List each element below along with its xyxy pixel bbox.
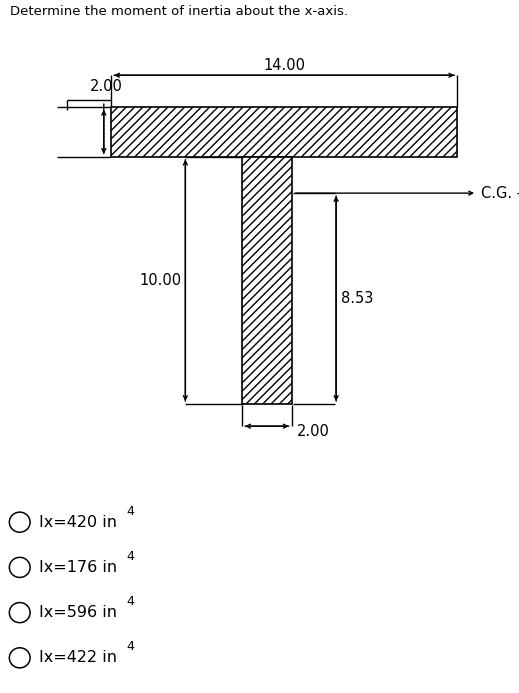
- Text: Ix=596 in: Ix=596 in: [39, 605, 117, 620]
- Circle shape: [9, 602, 30, 623]
- Text: 4: 4: [126, 550, 134, 563]
- Text: C.G. -x: C.G. -x: [481, 186, 519, 201]
- Circle shape: [9, 648, 30, 668]
- Text: 2.00: 2.00: [90, 79, 123, 94]
- Bar: [111, 107, 457, 157]
- Text: 14.00: 14.00: [263, 58, 305, 73]
- Text: 4: 4: [126, 595, 134, 608]
- Circle shape: [9, 512, 30, 532]
- Bar: [242, 157, 292, 404]
- Text: 10.00: 10.00: [140, 273, 182, 288]
- Text: 4: 4: [126, 505, 134, 518]
- Text: Ix=420 in: Ix=420 in: [39, 515, 117, 529]
- Text: 8.53: 8.53: [341, 291, 374, 306]
- Circle shape: [9, 557, 30, 577]
- Text: 2.00: 2.00: [296, 423, 330, 439]
- Text: Ix=176 in: Ix=176 in: [39, 560, 117, 575]
- Text: 4: 4: [126, 640, 134, 653]
- Text: Ix=422 in: Ix=422 in: [39, 650, 117, 665]
- Text: Determine the moment of inertia about the x-axis.: Determine the moment of inertia about th…: [10, 5, 348, 18]
